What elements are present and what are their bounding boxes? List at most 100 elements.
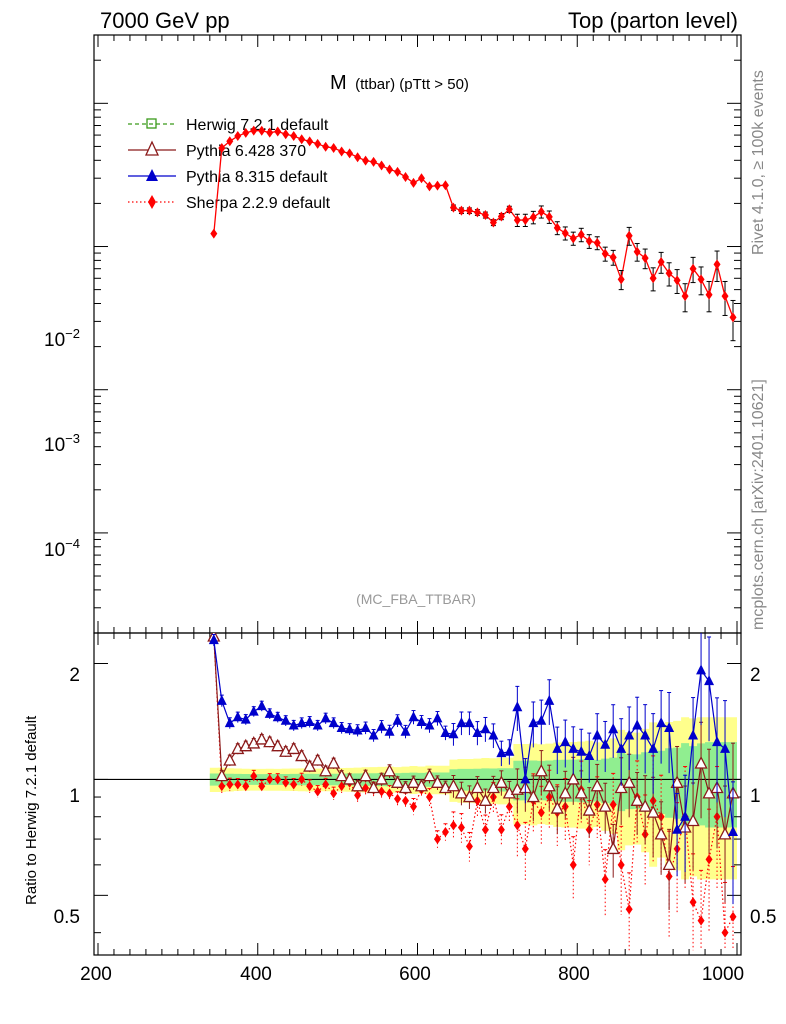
ratio-point-sherpa bbox=[729, 911, 737, 922]
ratio-point-pythia6 bbox=[558, 785, 572, 799]
sherpa-data-point bbox=[290, 131, 298, 142]
ratio-point-pythia6 bbox=[542, 778, 556, 792]
mcplots-label: mcplots.cern.ch [arXiv:2401.10621] bbox=[750, 379, 767, 630]
ratio-point-pythia6 bbox=[630, 793, 644, 806]
ratio-point-pythia6 bbox=[598, 799, 612, 812]
sherpa-data-point bbox=[282, 129, 290, 140]
ratio-point-pythia6 bbox=[422, 768, 437, 782]
sherpa-data-point bbox=[441, 180, 449, 191]
ratio-point-pythia8 bbox=[424, 719, 435, 730]
ratio-point-pythia6 bbox=[550, 801, 564, 814]
sherpa-data-point bbox=[465, 205, 473, 216]
sherpa-data-point bbox=[362, 155, 370, 166]
ratio-point-pythia8 bbox=[672, 823, 683, 834]
ratio-point-pythia8 bbox=[384, 725, 395, 736]
sherpa-data-point bbox=[593, 237, 601, 248]
sherpa-data-point bbox=[234, 131, 242, 142]
sherpa-data-point bbox=[625, 230, 633, 241]
ratio-point-pythia6 bbox=[335, 768, 349, 782]
ratio-point-sherpa bbox=[481, 824, 489, 835]
ratio-point-sherpa bbox=[601, 874, 609, 885]
analysis-label: (MC_FBA_TTBAR) bbox=[356, 591, 476, 607]
sherpa-data-point bbox=[489, 217, 497, 228]
ratio-point-sherpa bbox=[282, 777, 290, 788]
ratio-point-pythia8 bbox=[432, 712, 443, 723]
ratio-point-pythia8 bbox=[640, 729, 651, 740]
ratio-point-sherpa bbox=[226, 779, 234, 790]
ratio-point-sherpa bbox=[266, 774, 274, 785]
ratio-point-pythia8 bbox=[328, 717, 339, 728]
sherpa-data-point bbox=[641, 253, 649, 264]
ratio-point-pythia8 bbox=[520, 773, 531, 784]
ratio-point-pythia6 bbox=[470, 780, 484, 794]
ratio-point-sherpa bbox=[386, 788, 394, 799]
main-plot-data bbox=[210, 125, 737, 342]
ratio-point-sherpa bbox=[449, 820, 457, 831]
legend: Herwig 7.2.1 default Pythia 6.428 370 Py… bbox=[128, 117, 331, 212]
ratio-tick-label-right: 2 bbox=[750, 665, 761, 686]
ratio-point-sherpa bbox=[354, 790, 362, 801]
sherpa-data-point bbox=[649, 273, 657, 284]
ratio-point-sherpa bbox=[625, 904, 633, 915]
ratio-point-sherpa bbox=[457, 822, 465, 833]
ratio-point-pythia6 bbox=[366, 780, 381, 794]
sherpa-data-point bbox=[298, 134, 306, 145]
sherpa-data-point bbox=[354, 152, 362, 163]
ratio-tick-label-right: 0.5 bbox=[750, 907, 776, 928]
sherpa-data-point bbox=[681, 291, 689, 302]
ratio-point-pythia6 bbox=[359, 768, 373, 782]
ratio-point-sherpa bbox=[537, 807, 545, 818]
ratio-point-sherpa bbox=[617, 859, 625, 870]
ratio-point-sherpa bbox=[465, 841, 473, 852]
sherpa-data-point bbox=[529, 212, 537, 223]
ratio-point-pythia8 bbox=[440, 726, 451, 737]
ratio-point-pythia6 bbox=[686, 813, 700, 827]
ratio-point-pythia6 bbox=[351, 778, 365, 792]
ratio-point-pythia6 bbox=[390, 775, 405, 788]
ratio-y-axis-label: Ratio to Herwig 7.2.1 default bbox=[23, 715, 40, 905]
sherpa-data-point bbox=[370, 156, 378, 167]
legend-entry-sherpa: Sherpa 2.2.9 default bbox=[128, 195, 331, 212]
sherpa-data-point bbox=[433, 180, 441, 191]
ratio-point-sherpa bbox=[569, 859, 577, 870]
ratio-point-pythia8 bbox=[552, 742, 563, 753]
ratio-point-pythia6 bbox=[327, 756, 341, 769]
sherpa-data-point bbox=[609, 252, 617, 263]
chart-title-sub: (ttbar) (pTtt > 50) bbox=[355, 76, 469, 93]
ratio-point-pythia8 bbox=[648, 742, 659, 753]
ratio-point-pythia6 bbox=[263, 734, 277, 748]
ratio-point-pythia8 bbox=[616, 742, 627, 753]
ratio-point-pythia8 bbox=[664, 721, 675, 732]
open-triangle-icon bbox=[144, 140, 160, 156]
ratio-point-pythia8 bbox=[544, 694, 555, 705]
ratio-point-pythia6 bbox=[638, 799, 652, 812]
sherpa-data-point bbox=[657, 256, 665, 267]
sherpa-data-point bbox=[673, 275, 681, 286]
ratio-point-pythia8 bbox=[704, 675, 715, 686]
ratio-point-sherpa bbox=[433, 834, 441, 845]
ratio-point-pythia8 bbox=[272, 711, 283, 722]
ratio-point-pythia8 bbox=[360, 721, 371, 732]
ratio-point-sherpa bbox=[697, 915, 705, 926]
sherpa-data-point bbox=[689, 263, 697, 274]
ratio-point-pythia8 bbox=[600, 738, 611, 749]
sherpa-data-point bbox=[402, 171, 410, 182]
rivet-version-label: Rivet 4.1.0, ≥ 100k events bbox=[750, 70, 767, 255]
ratio-point-pythia6 bbox=[215, 768, 229, 782]
ratio-point-pythia8 bbox=[280, 714, 291, 725]
ratio-point-sherpa bbox=[609, 799, 617, 810]
ratio-point-pythia6 bbox=[430, 775, 445, 788]
sherpa-data-point bbox=[425, 181, 433, 192]
main-y-axis-ticks bbox=[94, 59, 741, 634]
ratio-point-pythia6 bbox=[534, 763, 548, 777]
ratio-point-pythia6 bbox=[566, 772, 580, 785]
sherpa-data-point bbox=[242, 127, 250, 138]
sherpa-data-point bbox=[250, 125, 258, 136]
ratio-tick-label-right: 1 bbox=[750, 786, 761, 807]
ratio-point-pythia6 bbox=[646, 805, 660, 818]
ratio-point-pythia8 bbox=[584, 750, 595, 761]
ratio-point-pythia6 bbox=[446, 778, 461, 792]
ratio-point-pythia6 bbox=[414, 778, 429, 792]
sherpa-data-point bbox=[210, 228, 218, 239]
ratio-point-pythia6 bbox=[478, 793, 492, 806]
